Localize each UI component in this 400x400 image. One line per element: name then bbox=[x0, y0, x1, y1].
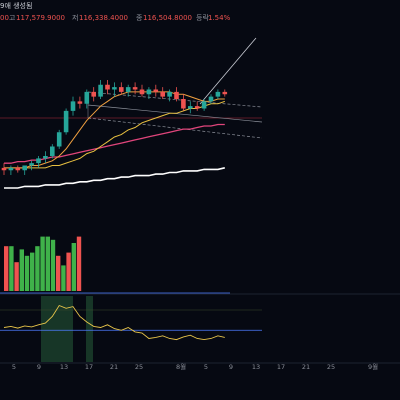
volume-bar bbox=[19, 249, 24, 291]
change-label: 등락 bbox=[196, 14, 209, 22]
volume-bar bbox=[4, 246, 9, 291]
candle-body bbox=[43, 156, 48, 159]
candle-body bbox=[167, 91, 172, 97]
candle-body bbox=[112, 87, 117, 90]
low-label: 저 bbox=[72, 13, 78, 22]
candle-body bbox=[215, 91, 221, 97]
time-axis-label: 9 bbox=[37, 363, 41, 371]
candle-body bbox=[22, 165, 27, 171]
candles bbox=[1, 80, 228, 175]
candle-body bbox=[125, 87, 131, 92]
time-axis-label: 13 bbox=[252, 363, 260, 371]
volume-bar bbox=[35, 246, 40, 291]
change-value: 1.54% bbox=[208, 14, 231, 22]
candle-body bbox=[194, 106, 200, 109]
candle-body bbox=[70, 101, 76, 111]
candle-body bbox=[208, 96, 214, 102]
time-axis-label: 25 bbox=[327, 363, 335, 371]
open-value: 00 bbox=[0, 14, 9, 22]
ohlc-legend: 9애 생성됨 bbox=[0, 1, 32, 10]
oscillator-zone bbox=[41, 296, 73, 362]
high-label: 고 bbox=[9, 14, 16, 22]
candle-body bbox=[181, 99, 186, 109]
time-axis-label: 17 bbox=[85, 363, 93, 371]
candle-body bbox=[188, 106, 193, 109]
volume-bar bbox=[50, 239, 56, 291]
candle-body bbox=[29, 163, 34, 166]
close-value: 116,504.8000 bbox=[143, 14, 192, 22]
time-axis-label: 9 bbox=[229, 363, 233, 371]
candle-body bbox=[139, 89, 145, 95]
candle-body bbox=[222, 91, 228, 95]
candle-body bbox=[50, 146, 55, 156]
close-label: 종 bbox=[136, 14, 143, 22]
volume-bar bbox=[66, 252, 71, 291]
candle-body bbox=[146, 89, 152, 95]
channel-lower-line[interactable] bbox=[87, 117, 263, 139]
time-axis-label: 21 bbox=[302, 363, 310, 371]
time-axis[interactable]: 5 9 13 17 21 25 8월 5 9 13 17 21 25 9월 bbox=[12, 362, 378, 371]
trend-line-drawing[interactable] bbox=[199, 37, 257, 105]
time-axis-label: 21 bbox=[110, 363, 118, 371]
oscillator-line bbox=[3, 304, 225, 341]
volume-bar bbox=[45, 236, 50, 291]
volume-bar bbox=[71, 243, 76, 291]
candle-body bbox=[56, 132, 62, 147]
candle-body bbox=[77, 101, 83, 104]
candle-body bbox=[98, 84, 103, 97]
oscillator-pane bbox=[0, 296, 262, 362]
time-axis-label: 25 bbox=[135, 363, 143, 371]
candle-body bbox=[105, 84, 110, 90]
legend-title: 9애 생성됨 bbox=[0, 1, 32, 10]
high-value: 117,579.9000 bbox=[16, 14, 65, 22]
volume-bar bbox=[30, 252, 35, 291]
channel-upper-line[interactable] bbox=[87, 91, 263, 108]
candle-body bbox=[160, 91, 165, 97]
candle-body bbox=[119, 87, 124, 92]
ma-long-line bbox=[4, 123, 225, 164]
candle-body bbox=[91, 91, 96, 97]
volume-bar bbox=[61, 265, 66, 291]
ma-short-line bbox=[4, 91, 225, 169]
volume-bar bbox=[40, 236, 45, 291]
volume-bar bbox=[76, 236, 82, 291]
time-axis-label: 17 bbox=[277, 363, 285, 371]
candle-body bbox=[15, 167, 21, 171]
candle-body bbox=[84, 91, 90, 104]
candle-body bbox=[132, 87, 138, 90]
oscillator-zone bbox=[86, 296, 93, 362]
ma-longest-line bbox=[4, 167, 225, 189]
candle-body bbox=[36, 158, 41, 164]
time-axis-label: 5 bbox=[12, 363, 16, 371]
low-value: 116,338.4000 bbox=[79, 14, 128, 22]
candle-body bbox=[174, 91, 179, 99]
time-axis-label: 8월 bbox=[176, 362, 186, 371]
time-axis-label: 9월 bbox=[368, 362, 378, 371]
candle-body bbox=[153, 89, 159, 92]
candle-body bbox=[8, 167, 14, 171]
volume-bar bbox=[56, 255, 61, 291]
candle-body bbox=[63, 110, 69, 133]
volume-bar bbox=[9, 246, 14, 291]
ma-mid-line bbox=[4, 100, 225, 169]
candle-body bbox=[1, 167, 7, 171]
time-axis-label: 5 bbox=[204, 363, 208, 371]
volume-bars bbox=[0, 236, 230, 294]
volume-bar bbox=[14, 262, 19, 291]
volume-bar bbox=[24, 255, 30, 291]
time-axis-label: 13 bbox=[60, 363, 68, 371]
candle-body bbox=[201, 101, 207, 109]
